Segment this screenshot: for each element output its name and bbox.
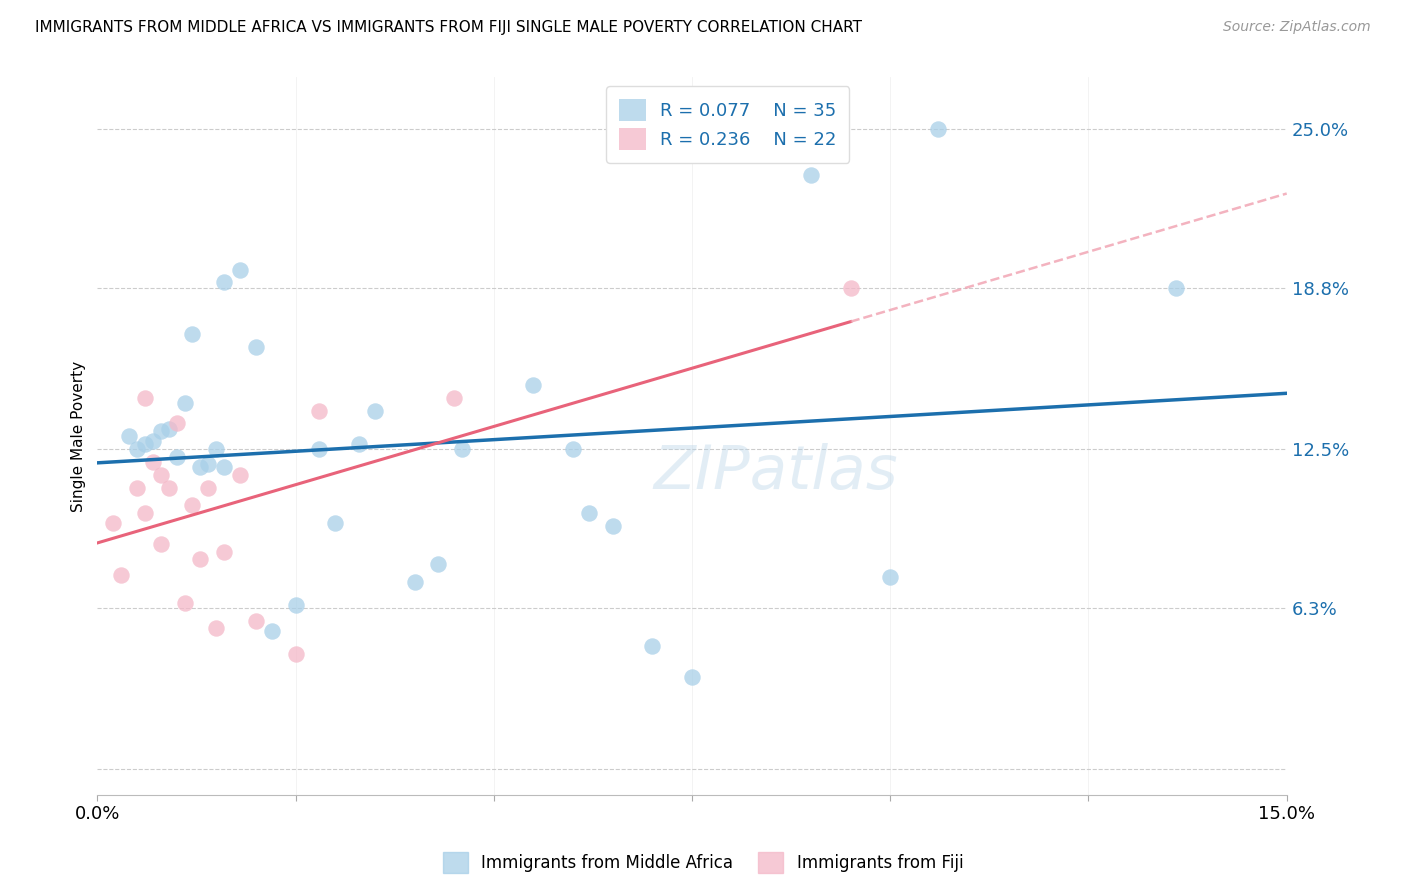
Point [142,455,165,469]
Point [427,558,450,572]
Point [134,506,156,520]
Point [404,575,426,590]
Point [125,481,148,495]
Text: ZIPatlas: ZIPatlas [652,442,897,501]
Point [134,391,156,405]
Point [212,460,235,475]
Point [157,421,180,435]
Point [212,276,235,290]
Text: IMMIGRANTS FROM MIDDLE AFRICA VS IMMIGRANTS FROM FIJI SINGLE MALE POVERTY CORREL: IMMIGRANTS FROM MIDDLE AFRICA VS IMMIGRA… [35,20,862,35]
Point [125,442,148,456]
Point [260,624,283,638]
Point [149,467,172,482]
Point [205,442,228,456]
Point [681,670,703,684]
Point [839,280,862,294]
Point [149,424,172,438]
Point [103,516,125,531]
Point [347,437,370,451]
Point [142,434,165,449]
Point [197,481,219,495]
Point [229,262,252,277]
Point [166,417,188,431]
Point [205,622,228,636]
Point [284,647,307,661]
Point [1164,280,1187,294]
Point [181,326,204,341]
Point [800,168,823,182]
Text: Source: ZipAtlas.com: Source: ZipAtlas.com [1223,20,1371,34]
Legend: Immigrants from Middle Africa, Immigrants from Fiji: Immigrants from Middle Africa, Immigrant… [436,846,970,880]
Point [181,499,204,513]
Point [134,437,156,451]
Point [562,442,585,456]
Point [245,340,267,354]
Point [308,403,330,417]
Point [212,544,235,558]
Legend: R = 0.077    N = 35, R = 0.236    N = 22: R = 0.077 N = 35, R = 0.236 N = 22 [606,87,849,163]
Y-axis label: Single Male Poverty: Single Male Poverty [72,360,86,512]
Point [879,570,901,584]
Point [245,614,267,628]
Point [118,429,141,443]
Point [323,516,346,531]
Point [927,121,949,136]
Point [190,552,212,566]
Point [284,599,307,613]
Point [578,506,600,520]
Point [157,481,180,495]
Point [308,442,330,456]
Point [197,458,219,472]
Point [602,519,624,533]
Point [522,378,544,392]
Point [173,396,195,410]
Point [110,567,132,582]
Point [364,403,387,417]
Point [149,537,172,551]
Point [229,467,252,482]
Point [190,460,212,475]
Point [451,442,474,456]
Point [641,640,664,654]
Point [173,596,195,610]
Point [443,391,465,405]
Point [166,450,188,464]
